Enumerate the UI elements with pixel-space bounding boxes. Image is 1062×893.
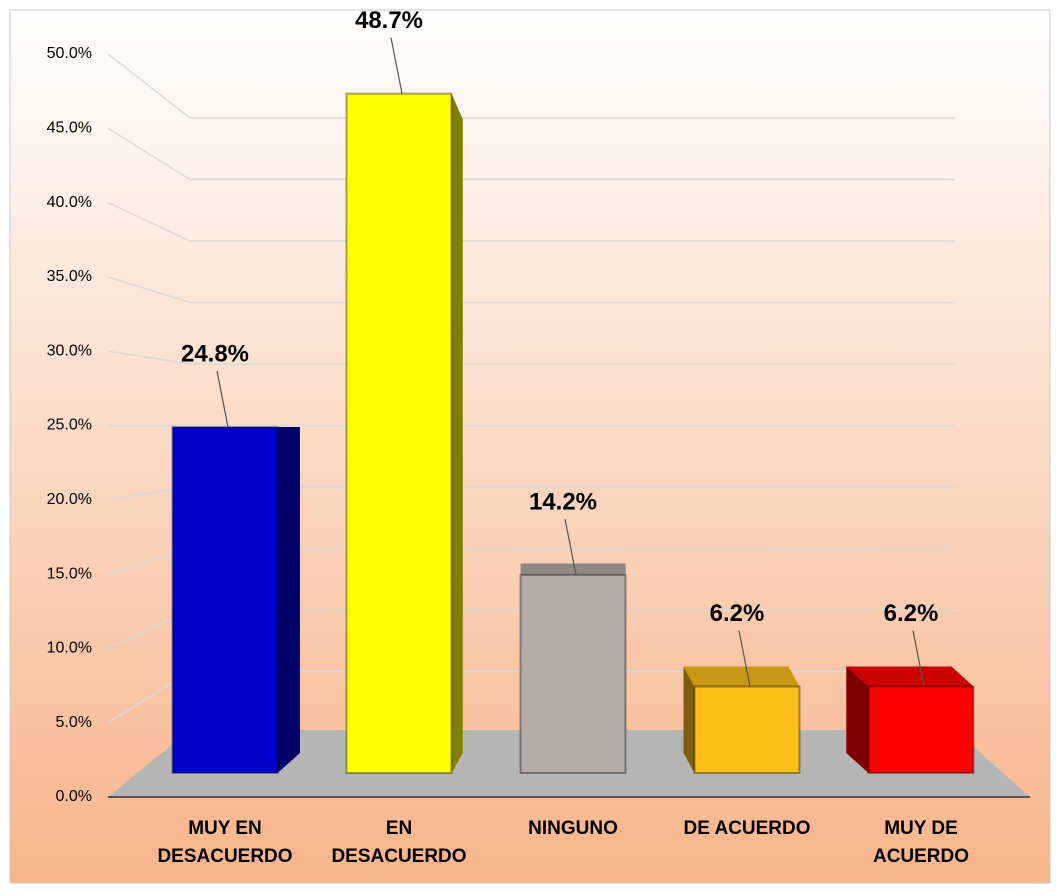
bar-side-shade <box>683 666 695 773</box>
bar-side-shade <box>451 93 463 773</box>
bar <box>693 685 801 775</box>
leader-line <box>738 630 751 687</box>
bar-side-shade <box>277 427 300 773</box>
grid-line <box>107 201 955 242</box>
y-tick-label: 5.0% <box>56 714 92 731</box>
bar-top-shade <box>520 563 626 575</box>
data-label: 14.2% <box>529 488 597 515</box>
grid-line <box>107 350 955 365</box>
y-tick-label: 50.0% <box>47 45 92 62</box>
bar-top <box>520 563 626 575</box>
y-tick-label: 10.0% <box>47 640 92 657</box>
bar-top <box>683 666 800 687</box>
grid-line <box>107 53 955 119</box>
x-tick-label: NINGUNO <box>528 818 618 839</box>
leader-line <box>390 37 403 94</box>
bar <box>867 685 975 775</box>
bar-top-shade <box>683 666 800 687</box>
data-label: 6.2% <box>884 600 939 627</box>
leader-line <box>216 370 229 428</box>
data-label: 24.8% <box>181 340 249 367</box>
y-tick-label: 40.0% <box>47 194 92 211</box>
bar <box>171 426 279 774</box>
bar-top <box>846 666 974 687</box>
y-tick-label: 35.0% <box>47 268 92 285</box>
y-tick-label: 0.0% <box>56 788 92 805</box>
data-label: 6.2% <box>710 600 765 627</box>
x-tick-label: MUY EN DESACUERDO <box>157 818 293 867</box>
bar <box>519 573 627 774</box>
x-tick-label: EN DESACUERDO <box>331 818 467 867</box>
bar <box>345 92 453 774</box>
leader-line <box>564 518 577 576</box>
x-tick-label: MUY DE ACUERDO <box>872 818 970 867</box>
bar-top-shade <box>846 666 974 687</box>
grid-line <box>107 127 955 181</box>
y-tick-label: 45.0% <box>47 120 92 137</box>
grid-line <box>107 276 955 304</box>
leader-line <box>912 630 925 687</box>
bar-side-shade <box>846 666 869 773</box>
y-tick-label: 30.0% <box>47 342 92 359</box>
y-tick-label: 15.0% <box>47 565 92 582</box>
x-tick-label: DE ACUERDO <box>683 818 811 839</box>
data-label: 48.7% <box>355 7 423 34</box>
y-tick-label: 25.0% <box>47 417 92 434</box>
y-tick-label: 20.0% <box>47 491 92 508</box>
